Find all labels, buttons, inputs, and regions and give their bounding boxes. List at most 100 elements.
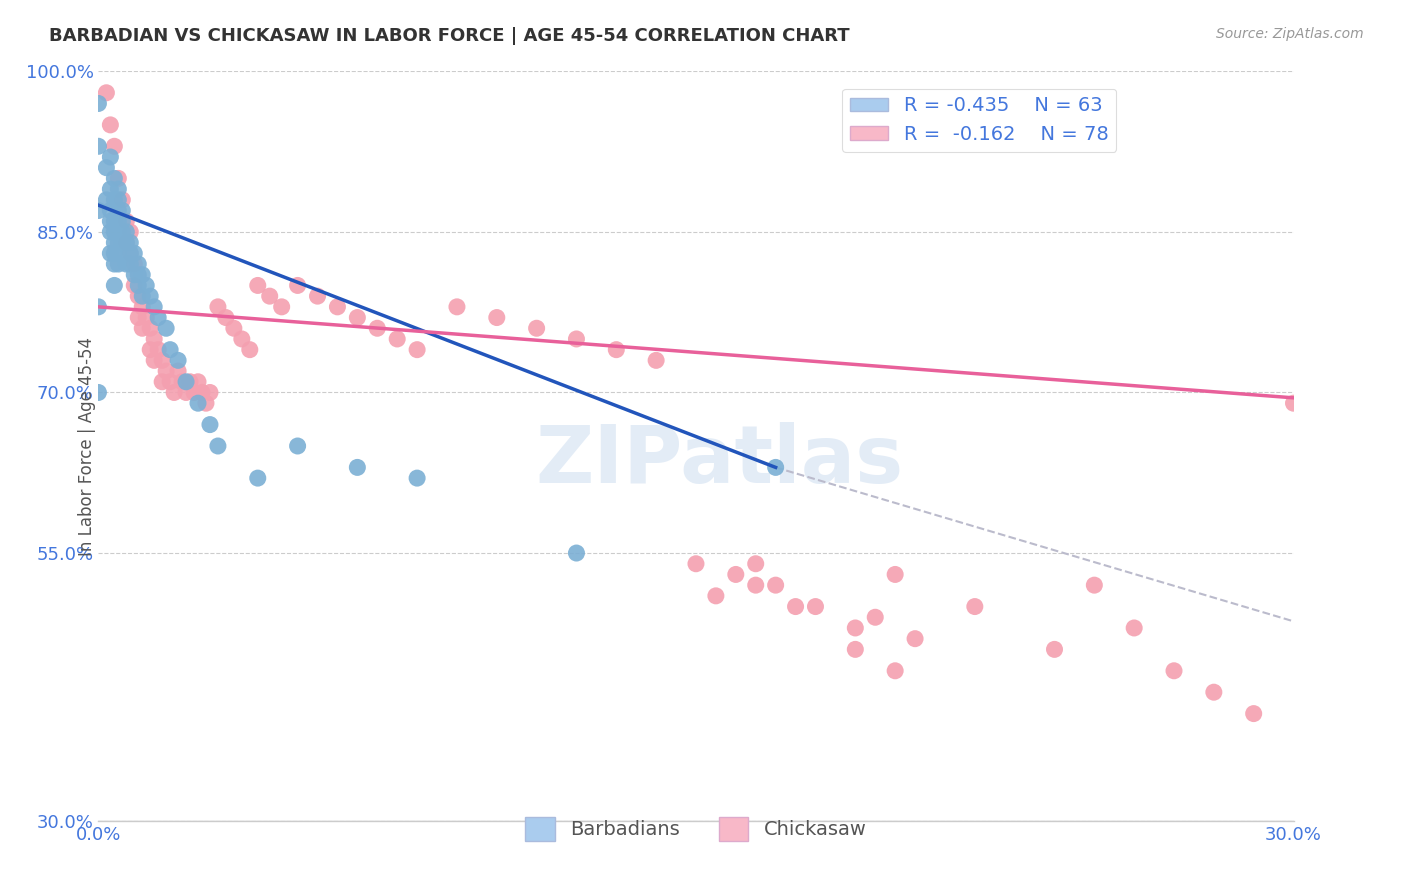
Point: [120, 246, 142, 260]
Point: [884, 567, 907, 582]
Point: [139, 321, 162, 335]
Point: [246, 278, 269, 293]
Point: [120, 225, 142, 239]
Point: [131, 300, 153, 314]
Point: [159, 343, 181, 357]
Point: [87, 203, 110, 218]
Point: [198, 417, 221, 432]
Point: [120, 246, 142, 260]
Point: [231, 332, 253, 346]
Point: [1202, 685, 1225, 699]
Point: [1083, 578, 1105, 592]
Point: [127, 278, 149, 293]
Point: [111, 203, 134, 218]
Point: [115, 225, 138, 239]
Point: [385, 332, 409, 346]
Y-axis label: In Labor Force | Age 45-54: In Labor Force | Age 45-54: [79, 336, 96, 556]
Point: [107, 171, 129, 186]
Point: [191, 385, 214, 400]
Point: [366, 321, 388, 335]
Point: [127, 289, 149, 303]
Point: [174, 375, 197, 389]
Point: [96, 86, 118, 100]
Point: [107, 246, 129, 260]
Point: [87, 139, 110, 153]
Point: [724, 567, 747, 582]
Point: [124, 268, 146, 282]
Point: [103, 257, 125, 271]
Point: [98, 182, 122, 196]
Point: [111, 225, 134, 239]
Point: [115, 214, 138, 228]
Point: [87, 300, 110, 314]
Point: [198, 385, 221, 400]
Point: [139, 289, 162, 303]
Point: [107, 257, 129, 271]
Point: [259, 289, 281, 303]
Point: [865, 610, 887, 624]
Point: [446, 300, 468, 314]
Point: [131, 268, 153, 282]
Text: ZIPatlas: ZIPatlas: [536, 422, 904, 500]
Point: [844, 621, 866, 635]
Point: [565, 332, 588, 346]
Point: [685, 557, 707, 571]
Point: [406, 471, 429, 485]
Point: [87, 385, 110, 400]
Point: [485, 310, 508, 325]
Point: [1163, 664, 1185, 678]
Point: [884, 664, 907, 678]
Point: [215, 310, 238, 325]
Point: [115, 257, 138, 271]
Point: [150, 353, 173, 368]
Point: [183, 385, 205, 400]
Point: [174, 385, 197, 400]
Point: [103, 193, 125, 207]
Point: [246, 471, 269, 485]
Point: [239, 343, 262, 357]
Point: [346, 310, 368, 325]
Point: [645, 353, 668, 368]
Point: [605, 343, 627, 357]
Point: [326, 300, 349, 314]
Point: [1043, 642, 1066, 657]
Point: [98, 225, 122, 239]
Point: [148, 343, 170, 357]
Point: [143, 332, 166, 346]
Point: [107, 203, 129, 218]
Point: [167, 353, 190, 368]
Point: [98, 118, 122, 132]
Point: [139, 343, 162, 357]
Point: [526, 321, 548, 335]
Point: [143, 353, 166, 368]
Point: [155, 321, 177, 335]
Point: [124, 278, 146, 293]
Point: [207, 300, 229, 314]
Point: [187, 375, 209, 389]
Point: [844, 642, 866, 657]
Point: [135, 310, 157, 325]
Point: [159, 375, 181, 389]
Text: Source: ZipAtlas.com: Source: ZipAtlas.com: [1216, 27, 1364, 41]
Point: [195, 396, 218, 410]
Point: [179, 375, 201, 389]
Point: [765, 460, 787, 475]
Point: [307, 289, 329, 303]
Point: [120, 235, 142, 250]
Point: [111, 193, 134, 207]
Point: [143, 300, 166, 314]
Point: [107, 182, 129, 196]
Point: [148, 310, 170, 325]
Point: [107, 214, 129, 228]
Point: [172, 375, 194, 389]
Point: [565, 546, 588, 560]
Point: [270, 300, 292, 314]
Point: [124, 257, 146, 271]
Text: BARBADIAN VS CHICKASAW IN LABOR FORCE | AGE 45-54 CORRELATION CHART: BARBADIAN VS CHICKASAW IN LABOR FORCE | …: [49, 27, 849, 45]
Point: [107, 193, 129, 207]
Point: [111, 214, 134, 228]
Point: [127, 268, 149, 282]
Point: [115, 235, 138, 250]
Point: [745, 578, 768, 592]
Point: [96, 193, 118, 207]
